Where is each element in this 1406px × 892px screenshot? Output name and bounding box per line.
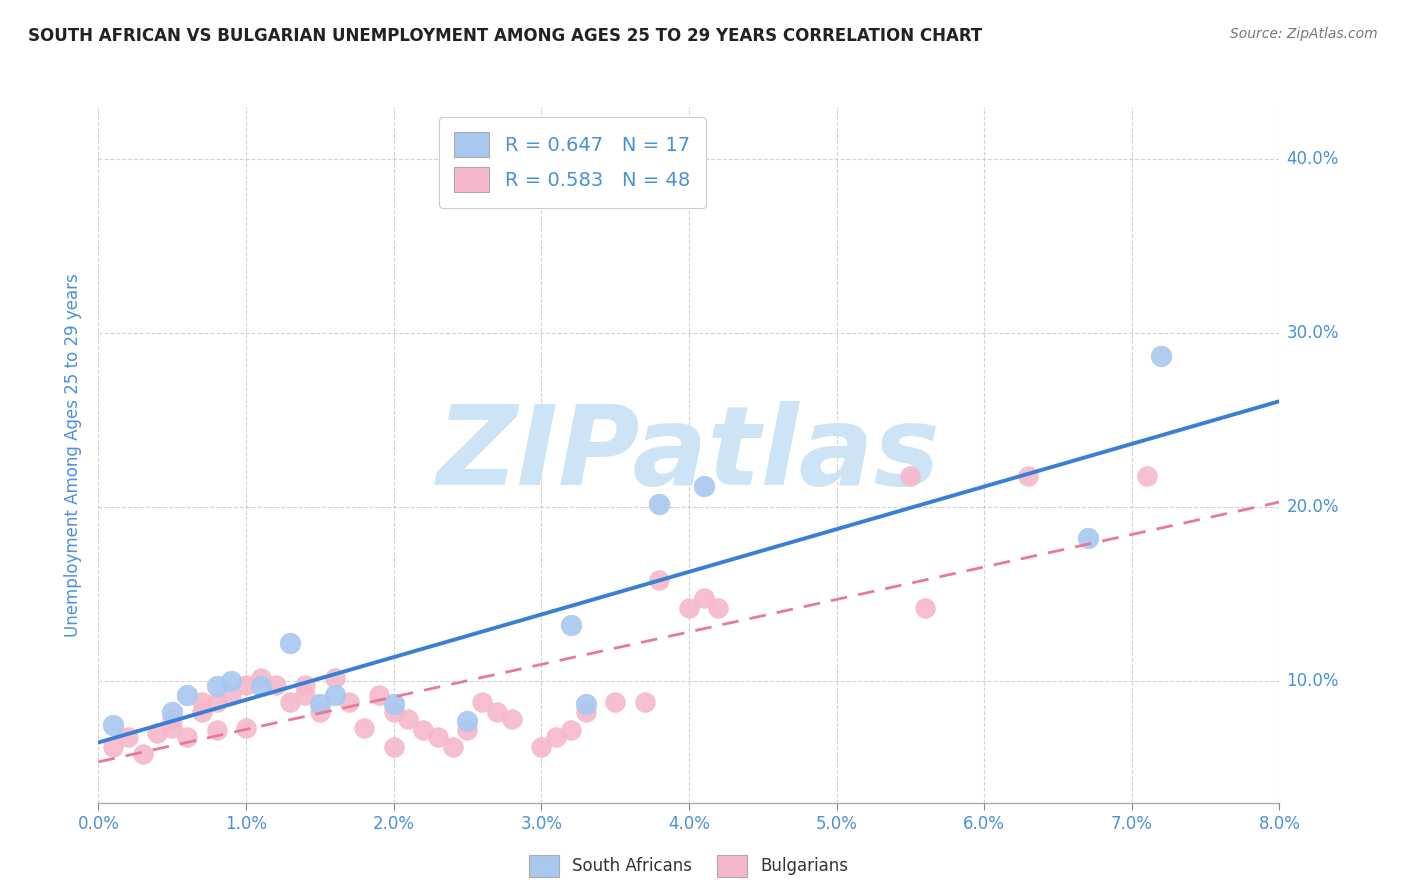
Text: 10.0%: 10.0% <box>1286 672 1339 690</box>
Point <box>648 497 671 511</box>
Point <box>103 740 124 755</box>
Point <box>294 677 316 691</box>
Point <box>1135 468 1157 483</box>
Point <box>162 706 183 720</box>
Point <box>117 730 139 744</box>
Point <box>1150 349 1173 363</box>
Point <box>693 591 716 605</box>
Point <box>693 479 716 493</box>
Point <box>205 723 228 737</box>
Point <box>146 726 169 740</box>
Point <box>162 712 183 726</box>
Point <box>471 695 494 709</box>
Point <box>605 695 627 709</box>
Point <box>1077 532 1099 546</box>
Point <box>323 688 346 702</box>
Point <box>382 706 405 720</box>
Point <box>191 706 214 720</box>
Point <box>396 712 419 726</box>
Point <box>235 677 257 691</box>
Point <box>574 706 596 720</box>
Point <box>426 730 449 744</box>
Point <box>205 679 228 693</box>
Point <box>278 636 301 650</box>
Point <box>648 573 671 587</box>
Point <box>250 671 273 685</box>
Point <box>1017 468 1039 483</box>
Point <box>707 601 730 615</box>
Point <box>633 695 655 709</box>
Text: 40.0%: 40.0% <box>1286 150 1339 169</box>
Point <box>441 740 464 755</box>
Legend: South Africans, Bulgarians: South Africans, Bulgarians <box>520 847 858 885</box>
Point <box>530 740 553 755</box>
Point <box>574 697 596 711</box>
Point <box>103 717 124 731</box>
Point <box>176 730 198 744</box>
Point <box>219 688 242 702</box>
Text: 20.0%: 20.0% <box>1286 498 1339 516</box>
Text: ZIPatlas: ZIPatlas <box>437 401 941 508</box>
Point <box>264 677 287 691</box>
Point <box>162 721 183 735</box>
Y-axis label: Unemployment Among Ages 25 to 29 years: Unemployment Among Ages 25 to 29 years <box>65 273 83 637</box>
Point <box>191 695 214 709</box>
Point <box>219 674 242 689</box>
Point <box>353 721 375 735</box>
Text: Source: ZipAtlas.com: Source: ZipAtlas.com <box>1230 27 1378 41</box>
Point <box>367 688 389 702</box>
Point <box>382 740 405 755</box>
Point <box>501 712 523 726</box>
Point <box>294 688 316 702</box>
Point <box>544 730 567 744</box>
Point <box>323 671 346 685</box>
Point <box>205 695 228 709</box>
Point <box>250 679 273 693</box>
Point <box>308 697 332 711</box>
Point <box>560 618 582 632</box>
Point <box>485 706 508 720</box>
Text: 30.0%: 30.0% <box>1286 324 1339 343</box>
Point <box>456 723 478 737</box>
Point <box>132 747 155 761</box>
Text: SOUTH AFRICAN VS BULGARIAN UNEMPLOYMENT AMONG AGES 25 TO 29 YEARS CORRELATION CH: SOUTH AFRICAN VS BULGARIAN UNEMPLOYMENT … <box>28 27 983 45</box>
Point <box>560 723 582 737</box>
Point <box>382 697 405 711</box>
Point <box>678 601 700 615</box>
Point <box>456 714 478 728</box>
Point <box>337 695 360 709</box>
Point <box>235 721 257 735</box>
Point <box>412 723 434 737</box>
Point <box>278 695 301 709</box>
Point <box>176 688 198 702</box>
Point <box>914 601 936 615</box>
Point <box>898 468 921 483</box>
Point <box>308 706 332 720</box>
